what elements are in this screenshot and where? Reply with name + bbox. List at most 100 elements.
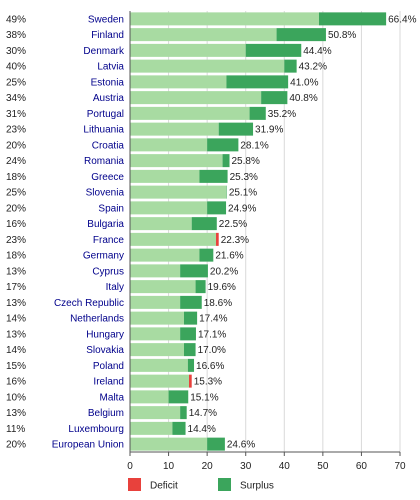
value-label: 22.5% <box>219 219 247 230</box>
country-label: European Union <box>52 440 124 451</box>
row-percent: 11% <box>6 424 25 435</box>
country-label: Lithuania <box>83 125 124 136</box>
row-percent: 20% <box>6 140 26 151</box>
bar-base <box>130 390 169 404</box>
row-percent: 10% <box>6 392 26 403</box>
x-tick-label: 50 <box>317 461 329 472</box>
row-percent: 18% <box>6 172 26 183</box>
bar-base <box>130 248 200 262</box>
bar-base <box>130 201 208 215</box>
bar-surplus <box>207 437 225 451</box>
bar-base <box>130 311 184 325</box>
country-label: Luxembourg <box>68 424 124 435</box>
country-label: Croatia <box>92 140 125 151</box>
bars <box>130 12 387 451</box>
bar-base <box>130 437 208 451</box>
value-label: 24.9% <box>228 203 256 214</box>
bar-base <box>130 12 319 26</box>
row-percent: 18% <box>6 251 26 262</box>
bar-surplus <box>172 421 186 435</box>
country-label: Malta <box>100 392 125 403</box>
row-percent: 14% <box>6 314 26 325</box>
value-label: 14.4% <box>188 424 216 435</box>
country-label: Spain <box>98 203 124 214</box>
bar-base <box>130 91 262 105</box>
x-tick-label: 40 <box>279 461 291 472</box>
legend-swatch-surplus <box>218 478 231 491</box>
country-label: Belgium <box>88 408 124 419</box>
row-percent: 13% <box>6 329 26 340</box>
country-label: Cyprus <box>92 266 124 277</box>
legend: Deficit Surplus <box>128 478 274 492</box>
row-percent: 20% <box>6 440 26 451</box>
row-percent: 13% <box>6 298 26 309</box>
bar-surplus <box>180 264 208 278</box>
row-percent: 15% <box>6 361 26 372</box>
bar-base <box>130 280 196 294</box>
legend-label-deficit: Deficit <box>150 481 178 492</box>
country-label: Sweden <box>88 14 124 25</box>
bar-surplus <box>180 406 187 420</box>
country-label: Ireland <box>93 377 124 388</box>
bar-base <box>130 217 192 231</box>
row-percent: 30% <box>6 46 26 57</box>
value-label: 17.0% <box>198 345 226 356</box>
bar-surplus <box>191 217 217 231</box>
bar-base <box>130 406 181 420</box>
bar-surplus <box>199 169 228 183</box>
row-percent: 23% <box>6 235 26 246</box>
x-tick-label: 70 <box>394 461 406 472</box>
value-label: 43.2% <box>299 62 327 73</box>
value-label: 15.3% <box>194 377 222 388</box>
bar-surplus <box>199 248 214 262</box>
bar-base <box>130 185 227 199</box>
row-percent: 49% <box>6 14 26 25</box>
row-percent: 16% <box>6 219 26 230</box>
bar-base <box>130 358 188 372</box>
bar-surplus <box>184 311 198 325</box>
bar-base <box>130 122 219 136</box>
bar-base <box>130 232 217 246</box>
value-label: 35.2% <box>268 109 296 120</box>
row-labels: 49% Sweden 66.4% 38% Finland 50.8% 30% Denmark 4… <box>6 14 417 450</box>
x-tick-label: 30 <box>240 461 252 472</box>
bar-base <box>130 374 190 388</box>
bar-surplus <box>180 295 202 309</box>
row-percent: 25% <box>6 188 26 199</box>
bar-base <box>130 28 277 42</box>
bar-surplus <box>180 327 196 341</box>
legend-label-surplus: Surplus <box>240 481 274 492</box>
country-label: Romania <box>84 156 124 167</box>
value-label: 18.6% <box>204 298 232 309</box>
bar-surplus <box>245 43 302 57</box>
value-label: 25.8% <box>232 156 260 167</box>
value-label: 17.1% <box>198 329 226 340</box>
x-tick-label: 10 <box>163 461 175 472</box>
row-percent: 20% <box>6 203 26 214</box>
country-label: Denmark <box>83 46 125 57</box>
x-axis: 0 10 20 30 40 50 60 70 <box>127 11 406 472</box>
bar-base <box>130 421 173 435</box>
country-label: Greece <box>91 172 124 183</box>
value-label: 20.2% <box>210 266 238 277</box>
bar-surplus <box>222 154 230 168</box>
bar-base <box>130 138 208 152</box>
country-label: Netherlands <box>70 314 124 325</box>
bar-surplus <box>319 12 387 26</box>
value-label: 24.6% <box>227 440 255 451</box>
bar-deficit <box>189 374 192 388</box>
bar-surplus <box>195 280 206 294</box>
country-label: Austria <box>93 93 125 104</box>
value-label: 22.3% <box>221 235 249 246</box>
bar-surplus <box>187 358 195 372</box>
value-label: 66.4% <box>388 14 416 25</box>
bar-surplus <box>184 343 196 357</box>
bar-base <box>130 106 250 120</box>
bar-base <box>130 327 181 341</box>
value-label: 15.1% <box>190 392 218 403</box>
country-label: Hungary <box>86 329 124 340</box>
value-label: 21.6% <box>215 251 243 262</box>
bar-base <box>130 75 227 89</box>
x-tick-label: 60 <box>356 461 368 472</box>
